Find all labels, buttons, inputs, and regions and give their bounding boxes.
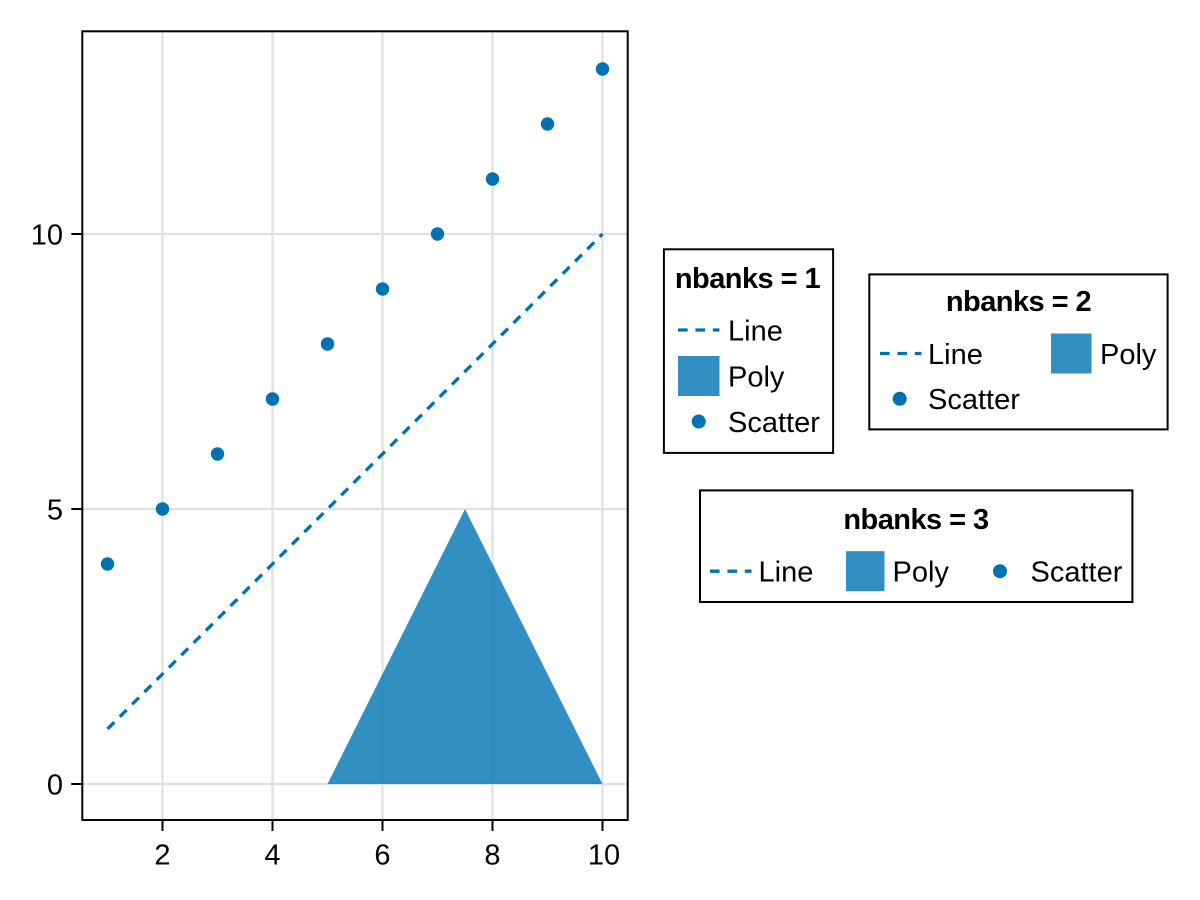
svg-text:10: 10 — [31, 219, 63, 251]
svg-text:8: 8 — [484, 840, 500, 872]
svg-text:Scatter: Scatter — [1031, 557, 1123, 589]
svg-text:4: 4 — [264, 840, 280, 872]
svg-text:Poly: Poly — [728, 361, 785, 393]
svg-text:Line: Line — [728, 315, 783, 347]
svg-text:6: 6 — [374, 840, 390, 872]
svg-text:10: 10 — [588, 840, 620, 872]
svg-text:2: 2 — [154, 840, 170, 872]
svg-text:Poly: Poly — [893, 557, 950, 589]
svg-text:Scatter: Scatter — [928, 384, 1020, 416]
svg-text:Line: Line — [759, 557, 814, 589]
svg-text:0: 0 — [47, 769, 63, 801]
svg-text:nbanks = 1: nbanks = 1 — [675, 263, 821, 295]
svg-text:Scatter: Scatter — [728, 407, 820, 439]
svg-text:nbanks = 2: nbanks = 2 — [946, 286, 1091, 318]
svg-text:nbanks = 3: nbanks = 3 — [843, 504, 989, 536]
svg-text:5: 5 — [47, 494, 63, 526]
svg-text:Poly: Poly — [1100, 339, 1157, 371]
svg-text:Line: Line — [928, 339, 983, 371]
